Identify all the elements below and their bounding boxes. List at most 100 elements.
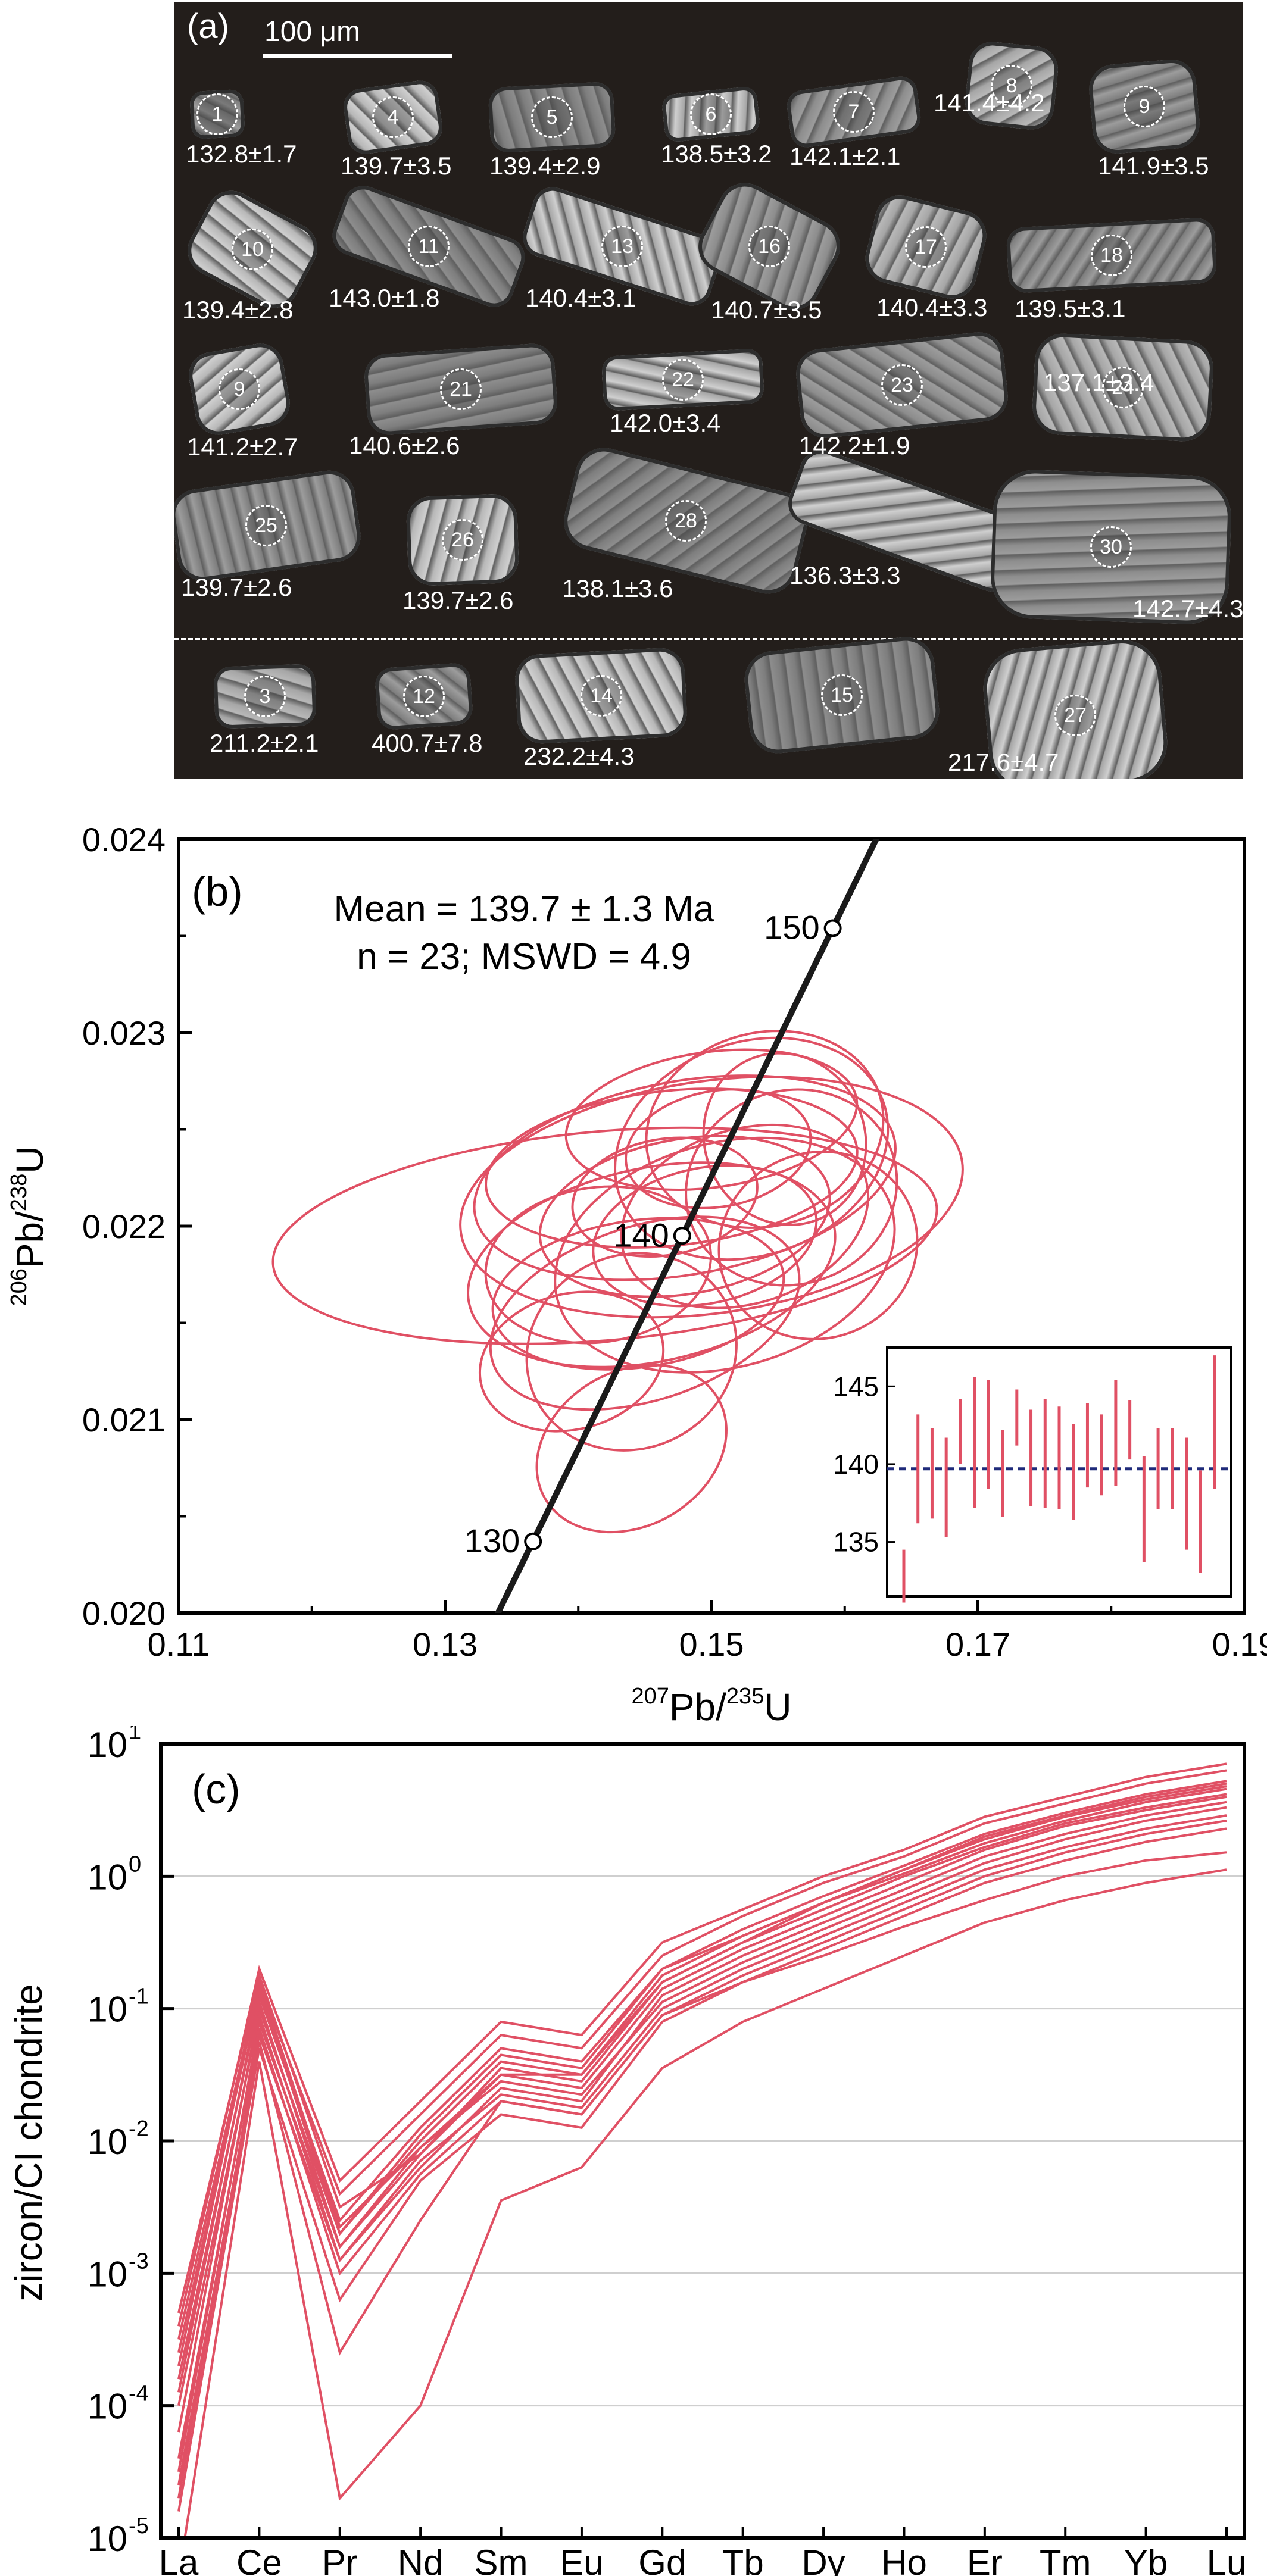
zircon-age-label: 138.5±3.2 [661, 140, 772, 168]
zircon-grain: 26 [405, 493, 520, 587]
ree-pattern-line [177, 1769, 1227, 2366]
ree-element-label: Ho [881, 2543, 927, 2576]
y-tick-exponent-c: 1 [129, 1726, 141, 1745]
analysis-spot: 17 [905, 226, 947, 268]
analysis-spot: 22 [662, 359, 704, 401]
analysis-spot: 1 [196, 93, 238, 135]
x-tick-label: 0.13 [413, 1625, 478, 1663]
analysis-spot: 27 [1054, 695, 1096, 736]
ree-pattern-line [177, 1780, 1227, 2393]
error-ellipse-group [272, 1030, 964, 1534]
analysis-spot: 5 [531, 96, 573, 138]
x-label-el1: Pb/ [669, 1686, 726, 1726]
y-label-el2: U [8, 1146, 51, 1173]
concordia-curve-group: 130 140 150 [464, 839, 880, 1613]
ree-pattern-line [177, 1800, 1227, 2499]
analysis-spot: 11 [408, 226, 450, 267]
cl-image-panel: (a) 100 μm 1 4 5 6 7 8 9 10 11 13 16 17 18 9 21 22 23 24 2… [174, 2, 1243, 779]
ree-pattern-line [177, 1814, 1227, 2406]
error-ellipse [592, 1164, 818, 1308]
zircon-grain: 25 [174, 467, 364, 584]
y-tick-label: 0.023 [82, 1014, 166, 1052]
y-tick-label-c: 10 [88, 1990, 127, 2030]
ree-pattern-line [177, 1782, 1227, 2340]
analysis-spot: 4 [372, 96, 414, 138]
ree-pattern-line [183, 1868, 1227, 2538]
zircon-age-label: 139.7±2.6 [402, 586, 514, 614]
x-tick-label: 0.11 [148, 1625, 210, 1663]
y-label-iso1: 206 [7, 1268, 32, 1306]
concordia-age-label: 130 [464, 1522, 520, 1559]
y-tick-label-c: 10 [88, 2254, 127, 2294]
y-tick-label: 0.024 [82, 821, 166, 858]
error-ellipse [645, 1030, 885, 1229]
y-label-el1: Pb/ [8, 1211, 51, 1268]
zircon-age-label: 400.7±7.8 [372, 729, 483, 757]
analysis-spot: 13 [601, 226, 643, 267]
zircon-age-label: 232.2±4.3 [523, 742, 635, 770]
y-axis-label-c: zircon/CI chondrite [7, 1984, 50, 2302]
ree-element-label: Pr [322, 2543, 358, 2576]
y-tick-label-c: 10 [88, 2387, 127, 2427]
x-tick-label: 0.15 [679, 1625, 744, 1663]
x-tick-label: 0.17 [945, 1625, 1010, 1663]
analysis-spot: 10 [232, 229, 273, 270]
zircon-grain: 21 [363, 342, 559, 436]
analysis-spot: 12 [403, 676, 445, 717]
ree-element-label: Sm [475, 2543, 528, 2576]
analysis-spot: 23 [881, 364, 923, 406]
zircon-age-label: 142.2±1.9 [799, 432, 910, 459]
zircon-age-label: 137.1±3.4 [1043, 368, 1154, 396]
analysis-spot: 7 [833, 91, 875, 133]
ree-element-label: Er [967, 2543, 1003, 2576]
error-ellipse [535, 1364, 728, 1534]
panel-b-label: (b) [192, 868, 243, 915]
ree-pattern-line [177, 1793, 1227, 2314]
analysis-spot: 16 [748, 226, 790, 267]
zircon-grain: 9 [185, 340, 294, 439]
y-tick-exponent-c: -5 [129, 2514, 149, 2539]
ree-element-label: Yb [1124, 2543, 1168, 2576]
zircon-grain: 12 [374, 662, 474, 731]
concordia-age-marker [524, 1532, 542, 1550]
y-tick-exponent-c: -2 [129, 2117, 149, 2142]
error-ellipse [467, 1161, 837, 1368]
concordia-age-label: 140 [613, 1216, 669, 1253]
zircon-age-label: 141.2±2.7 [187, 433, 298, 461]
zircon-grain: 15 [741, 634, 943, 756]
concordia-age-marker [673, 1227, 691, 1245]
ree-pattern-line [177, 1785, 1227, 2353]
y-label-iso2: 238 [7, 1174, 32, 1211]
analysis-spot: 3 [244, 676, 286, 717]
x-axis-label-b: 207Pb/235U [631, 1684, 791, 1726]
panel-a-label: (a) [187, 7, 229, 46]
zircon-grain: 3 [213, 664, 317, 729]
inset-tick-label: 145 [833, 1371, 879, 1402]
zircon-age-label: 142.1±2.1 [789, 142, 901, 170]
zircon-age-label: 141.4±4.2 [934, 89, 1045, 117]
ree-element-label: Lu [1207, 2543, 1247, 2576]
zircon-age-label: 136.3±3.3 [789, 561, 901, 589]
zircon-age-label: 139.4±2.8 [182, 296, 294, 324]
zircon-age-label: 140.4±3.1 [525, 284, 636, 312]
zircon-age-label: 142.0±3.4 [610, 409, 721, 437]
zircon-age-label: 217.6±4.7 [948, 748, 1059, 776]
ree-element-label: Tm [1040, 2543, 1091, 2576]
inset-age-plot: 135 140 145 [833, 1346, 1232, 1603]
analysis-spot: 25 [245, 505, 287, 546]
error-ellipse [717, 1151, 919, 1340]
ree-pattern-line [177, 1806, 1227, 2380]
analysis-spot: 14 [580, 675, 622, 717]
concordia-age-marker [823, 919, 842, 937]
y-tick-label-c: 10 [88, 1857, 127, 1897]
zircon-age-label: 142.7±4.3 [1132, 595, 1243, 623]
y-tick-exponent-c: -4 [129, 2381, 149, 2406]
inset-tick-label: 140 [833, 1449, 879, 1480]
y-tick-label-c: 10 [88, 1726, 127, 1765]
axis-ticks-b: 0.11 0.13 0.15 0.17 0.19 0.020 0.021 0.022 0.023… [82, 821, 1267, 1663]
zircon-grain: 9 [1087, 57, 1202, 156]
x-label-el2: U [764, 1686, 791, 1726]
zircon-age-label: 140.4±3.3 [876, 293, 988, 321]
zircon-age-label: 138.1±3.6 [562, 574, 673, 602]
